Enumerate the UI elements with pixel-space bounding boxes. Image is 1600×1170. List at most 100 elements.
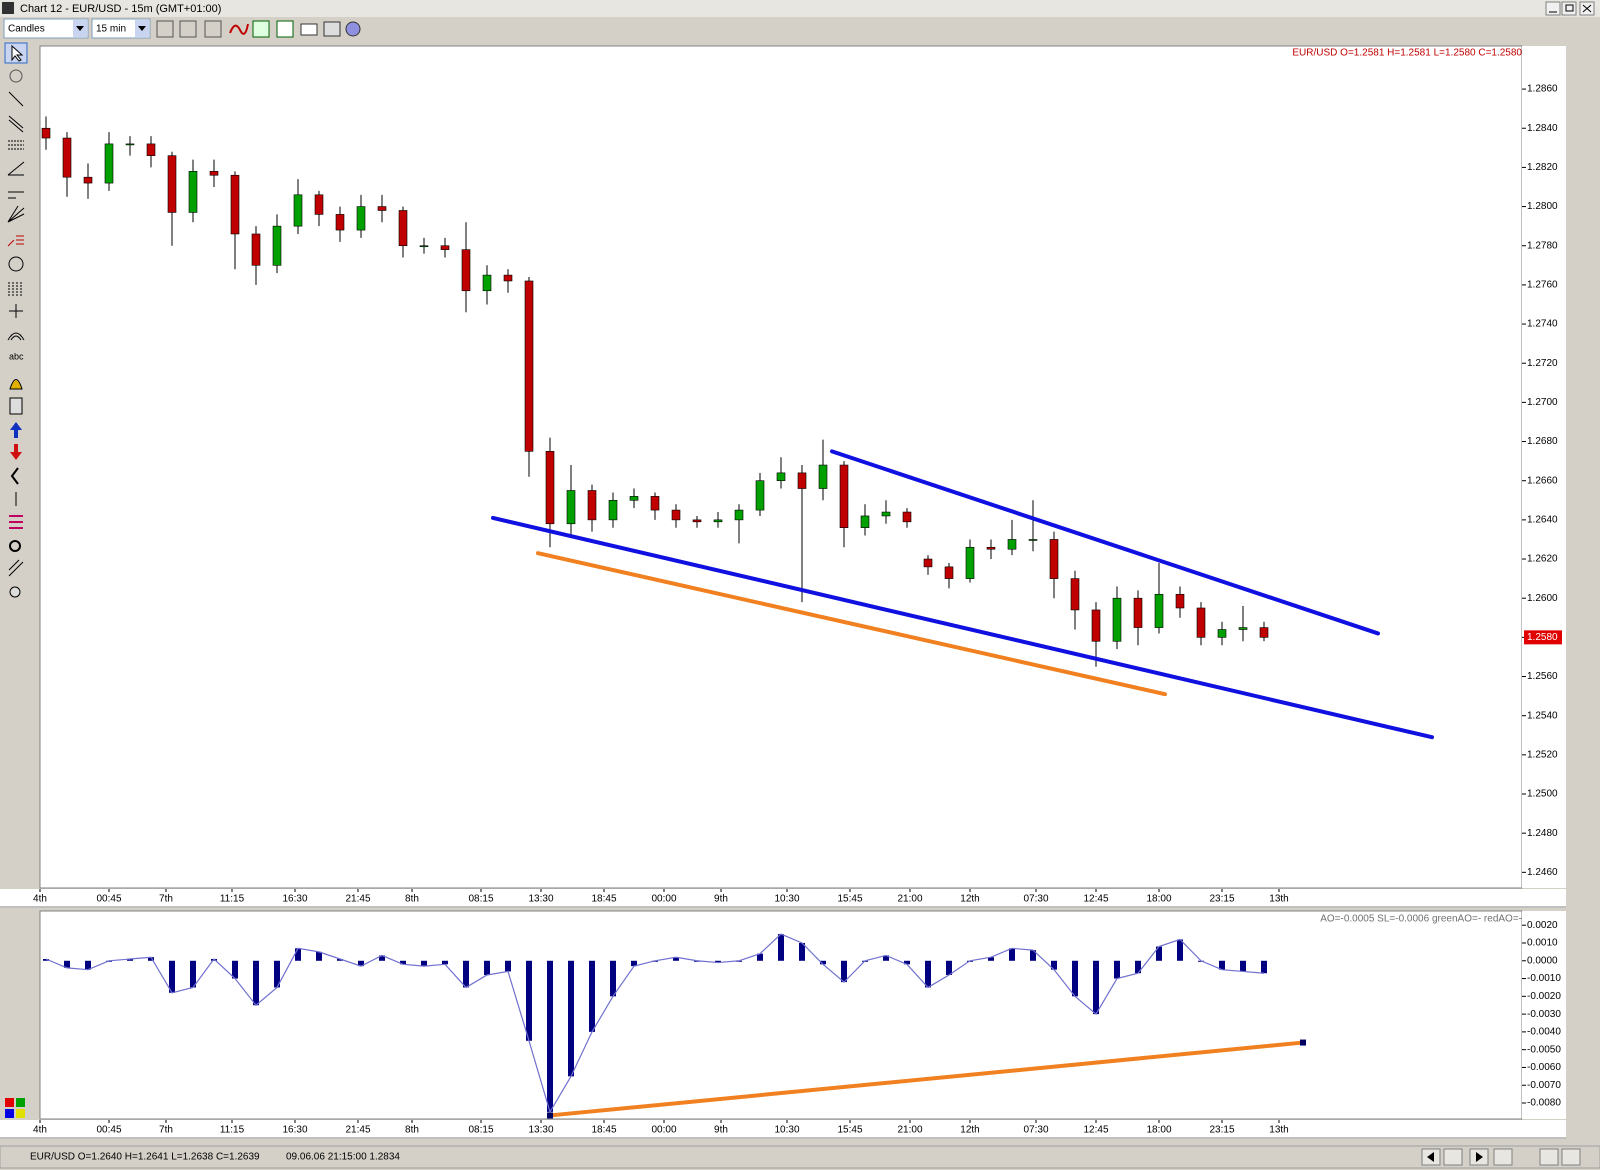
x-tick-label: 9th <box>714 894 728 905</box>
candle-body <box>1112 597 1122 642</box>
ao-bar <box>169 960 175 993</box>
candle-body <box>650 496 660 511</box>
ao-bar <box>1093 960 1099 1015</box>
toolbar-icon[interactable] <box>252 20 270 38</box>
tool-icon[interactable] <box>8 140 24 150</box>
color-swatch[interactable] <box>5 1098 14 1107</box>
y-tick-label: 1.2520 <box>1527 749 1558 760</box>
x-tick-label: 12:45 <box>1083 894 1108 905</box>
status-ohlc: EUR/USD O=1.2640 H=1.2641 L=1.2638 C=1.2… <box>30 1152 260 1163</box>
toolbar-icon[interactable] <box>323 21 341 37</box>
candle-body <box>965 546 975 579</box>
tool-icon[interactable] <box>7 235 24 247</box>
scroll-end[interactable] <box>1493 1148 1513 1166</box>
ao-bar <box>1051 960 1057 970</box>
toolbar-icon[interactable] <box>229 23 249 35</box>
close-glyph <box>1582 4 1592 13</box>
tool-icon[interactable] <box>9 304 23 318</box>
y-tick-label: 1.2760 <box>1527 280 1558 291</box>
candle-body <box>272 225 282 266</box>
candle-body <box>923 558 933 568</box>
x-tick-label: 11:15 <box>220 1125 245 1136</box>
candle-body <box>524 280 534 452</box>
chart-style-select[interactable] <box>3 18 89 39</box>
candle-body <box>692 519 702 523</box>
tool-icon[interactable] <box>9 515 23 529</box>
tool-icon[interactable] <box>7 332 25 341</box>
zoom-out[interactable] <box>1539 1148 1559 1166</box>
y-tick-label: 1.2540 <box>1527 710 1558 721</box>
toolbar-icon[interactable] <box>156 20 174 38</box>
ao-bar <box>190 960 196 988</box>
ao-bar <box>274 960 280 988</box>
candle-body <box>1007 539 1017 550</box>
x-tick-label: 07:30 <box>1023 1125 1048 1136</box>
tool-icon[interactable] <box>7 161 25 176</box>
ao-bar <box>1072 960 1078 997</box>
tool-icon[interactable] <box>10 422 22 438</box>
price-header: EUR/USD O=1.2581 H=1.2581 L=1.2580 C=1.2… <box>1292 48 1522 59</box>
x-tick-label: 00:00 <box>651 894 676 905</box>
tool-icon[interactable] <box>9 69 23 83</box>
tool-icon[interactable] <box>9 586 21 598</box>
x-tick-label: 00:45 <box>96 1125 121 1136</box>
ao-bar <box>1240 960 1246 972</box>
tool-icon[interactable] <box>9 540 21 552</box>
y-tick-label: 1.2860 <box>1527 84 1558 95</box>
ao-bar <box>442 960 448 965</box>
y-tick-label: 1.2800 <box>1527 201 1558 212</box>
scroll-start[interactable] <box>1443 1148 1463 1166</box>
toolbar-icon[interactable] <box>276 20 294 38</box>
candle-body <box>566 490 576 525</box>
ao-bar <box>673 957 679 961</box>
tool-icon[interactable] <box>9 397 23 415</box>
minimize-button[interactable] <box>1545 1 1561 16</box>
tool-icon[interactable] <box>8 191 24 199</box>
tool-icon[interactable] <box>10 444 22 460</box>
tool-icon[interactable] <box>8 256 24 272</box>
tool-icon[interactable] <box>7 205 25 223</box>
candle-body <box>62 137 72 178</box>
tool-icon[interactable] <box>8 559 24 577</box>
last-price-label: 1.2580 <box>1527 632 1558 643</box>
ao-bar <box>757 953 763 961</box>
trend-line <box>536 551 1167 697</box>
tool-icon[interactable] <box>10 467 19 485</box>
ao-bar <box>148 957 154 961</box>
candle-body <box>1028 539 1038 541</box>
y-tick-label: 1.2700 <box>1527 397 1558 408</box>
status-bar <box>0 1145 1600 1169</box>
zoom-in[interactable] <box>1561 1148 1581 1166</box>
x-tick-label: 23:15 <box>1209 1125 1234 1136</box>
toolbar-icon[interactable] <box>345 21 361 37</box>
x-tick-label: 18:45 <box>591 894 616 905</box>
color-swatch[interactable] <box>16 1098 25 1107</box>
app-icon <box>2 2 14 14</box>
y-tick-label: -0.0060 <box>1527 1062 1561 1073</box>
tool-icon[interactable] <box>8 282 22 296</box>
x-tick-label: 15:45 <box>837 894 862 905</box>
ao-bar <box>295 948 301 961</box>
x-tick-label: 15:45 <box>837 1125 862 1136</box>
toolbar-icon[interactable] <box>179 20 197 38</box>
candle-body <box>734 509 744 521</box>
window-buttons[interactable] <box>1545 1 1595 16</box>
x-tick-label: 10:30 <box>774 894 799 905</box>
tool-icon[interactable] <box>8 91 24 107</box>
tool-icon[interactable] <box>8 115 24 133</box>
color-swatch[interactable] <box>5 1109 14 1118</box>
restore-button[interactable] <box>1561 1 1577 16</box>
color-swatch[interactable] <box>16 1109 25 1118</box>
toolbar-icon[interactable] <box>204 20 222 38</box>
price-axis-area <box>1522 46 1566 888</box>
candle-body <box>440 245 450 250</box>
window-title: Chart 12 - EUR/USD - 15m (GMT+01:00) <box>20 3 221 15</box>
ao-bar <box>337 959 343 961</box>
candle-body <box>104 143 114 184</box>
candle-body <box>356 206 366 231</box>
y-tick-label: 0.0010 <box>1527 938 1558 949</box>
tool-icon[interactable] <box>9 379 23 390</box>
toolbar-icon[interactable] <box>300 23 318 36</box>
text-tool[interactable]: abc <box>9 351 24 361</box>
x-tick-label: 12th <box>960 1125 979 1136</box>
